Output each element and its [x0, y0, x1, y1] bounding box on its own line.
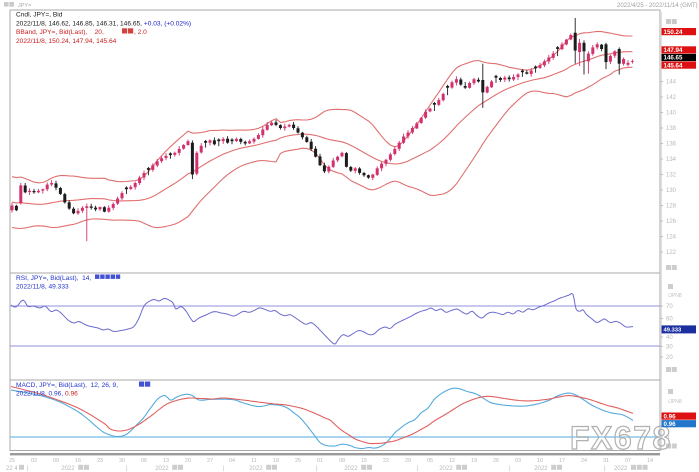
- svg-text:29: 29: [405, 458, 411, 464]
- svg-text:|: |: [417, 466, 419, 472]
- svg-text:02: 02: [31, 458, 37, 464]
- svg-text:0: 0: [666, 435, 670, 441]
- svg-text:|: |: [223, 466, 225, 472]
- svg-text:0.96: 0.96: [664, 413, 677, 420]
- svg-text:22 4: 22 4: [6, 466, 18, 472]
- svg-text:22: 22: [383, 458, 389, 464]
- svg-text:/JPN8: /JPN8: [668, 399, 682, 405]
- svg-text:20: 20: [666, 355, 673, 361]
- svg-text:132: 132: [666, 173, 677, 179]
- svg-text:60: 60: [666, 317, 673, 323]
- svg-text:25: 25: [9, 458, 15, 464]
- svg-text:24: 24: [581, 458, 587, 464]
- svg-text:27: 27: [207, 458, 213, 464]
- svg-text:40: 40: [666, 335, 673, 341]
- svg-text:07: 07: [625, 458, 631, 464]
- svg-text:23: 23: [97, 458, 103, 464]
- svg-text:136: 136: [666, 142, 677, 148]
- svg-text:2022/11/8, 150.24, 147.94, 145: 2022/11/8, 150.24, 147.94, 145.64: [16, 38, 117, 45]
- svg-text:30: 30: [666, 345, 673, 351]
- svg-text:06: 06: [141, 458, 147, 464]
- svg-text:09: 09: [53, 458, 59, 464]
- svg-text:2022: 2022: [614, 466, 628, 472]
- svg-text:2022: 2022: [344, 466, 358, 472]
- svg-text:|: |: [316, 466, 318, 472]
- svg-text:RSI, JPY=, Bid(Last), 14,: RSI, JPY=, Bid(Last), 14,: [16, 275, 91, 282]
- svg-text:2022: 2022: [249, 466, 263, 472]
- svg-text:18: 18: [273, 458, 279, 464]
- svg-text:124: 124: [666, 235, 677, 241]
- svg-text:12: 12: [449, 458, 455, 464]
- svg-text:04: 04: [229, 458, 235, 464]
- svg-text:144: 144: [666, 80, 677, 86]
- svg-text:150.24: 150.24: [664, 29, 683, 36]
- svg-text:2022: 2022: [439, 466, 453, 472]
- svg-text:2022/11/8, 0.96, 0.96: 2022/11/8, 0.96, 0.96: [16, 391, 78, 398]
- svg-text:08: 08: [339, 458, 345, 464]
- svg-text:2022: 2022: [155, 466, 169, 472]
- svg-text:49.333: 49.333: [664, 328, 683, 334]
- svg-text:05: 05: [427, 458, 433, 464]
- svg-text:, 2.0: , 2.0: [134, 29, 147, 36]
- svg-text:20: 20: [185, 458, 191, 464]
- svg-text:122: 122: [666, 250, 677, 256]
- svg-text:/JPN8: /JPN8: [668, 293, 682, 299]
- svg-text:10: 10: [537, 458, 543, 464]
- svg-text:MACD, JPY=, Bid(Last), 12, 26: MACD, JPY=, Bid(Last), 12, 26, 9,: [16, 382, 118, 389]
- svg-text:15: 15: [361, 458, 367, 464]
- svg-text:134: 134: [666, 157, 677, 163]
- svg-text:19: 19: [471, 458, 477, 464]
- svg-text:130: 130: [666, 188, 677, 194]
- svg-text:16: 16: [75, 458, 81, 464]
- svg-text:FX678: FX678: [570, 420, 672, 456]
- svg-text:JPY=: JPY=: [18, 3, 31, 9]
- svg-text:145.64: 145.64: [664, 62, 683, 69]
- svg-text:25: 25: [295, 458, 301, 464]
- svg-text:14: 14: [647, 458, 653, 464]
- svg-text:|: |: [509, 466, 511, 472]
- svg-text:146.65: 146.65: [664, 55, 683, 62]
- svg-text:138: 138: [666, 126, 677, 132]
- svg-text:|: |: [126, 466, 128, 472]
- svg-text:11: 11: [251, 458, 257, 464]
- svg-text:2022: 2022: [534, 466, 548, 472]
- svg-text:2022/4/25 - 2022/11/14 (GMT): 2022/4/25 - 2022/11/14 (GMT): [617, 3, 698, 9]
- svg-text:BBand, JPY=, Bid(Last), 20,: BBand, JPY=, Bid(Last), 20,: [16, 29, 104, 36]
- svg-text:31: 31: [603, 458, 609, 464]
- svg-text:17: 17: [559, 458, 565, 464]
- svg-text:126: 126: [666, 219, 677, 225]
- svg-text:2022/11/8, 49.333: 2022/11/8, 49.333: [16, 284, 69, 291]
- svg-text:01: 01: [317, 458, 323, 464]
- svg-text:|: |: [27, 466, 29, 472]
- svg-text:03: 03: [515, 458, 521, 464]
- svg-text:30: 30: [119, 458, 125, 464]
- svg-text:140: 140: [666, 111, 677, 117]
- svg-text:13: 13: [163, 458, 169, 464]
- svg-text:|: |: [604, 466, 606, 472]
- svg-text:128: 128: [666, 204, 677, 210]
- svg-text:26: 26: [493, 458, 499, 464]
- svg-text:142: 142: [666, 95, 677, 101]
- svg-text:147.94: 147.94: [664, 47, 683, 54]
- svg-text:2022: 2022: [61, 466, 75, 472]
- svg-text:70: 70: [666, 304, 673, 310]
- svg-text:0.96: 0.96: [664, 421, 677, 428]
- svg-text:2022/11/8, 146.62, 146.85, 146: 2022/11/8, 146.62, 146.85, 146.31, 146.6…: [16, 20, 191, 27]
- svg-text:Cndl, JPY=, Bid: Cndl, JPY=, Bid: [16, 12, 63, 19]
